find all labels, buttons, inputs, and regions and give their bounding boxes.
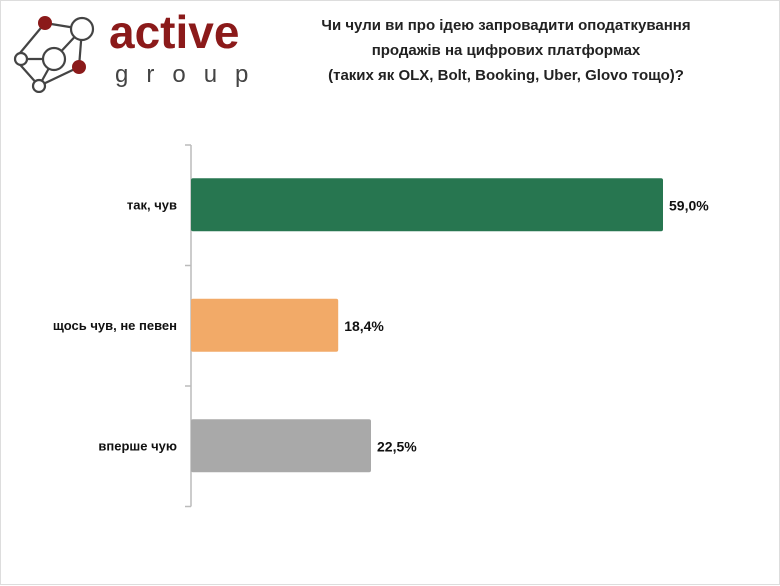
bar (191, 178, 663, 232)
logo-word-active: active (109, 6, 240, 58)
active-group-logo: active group (9, 6, 259, 94)
data-label: 18,4% (344, 318, 384, 334)
category-label: так, чув (127, 197, 177, 212)
bar (191, 298, 339, 352)
data-label: 59,0% (669, 197, 709, 213)
title-line: Чи чули ви про ідею запровадити оподатку… (321, 17, 691, 34)
network-logo-icon (13, 16, 95, 94)
data-label: 22,5% (377, 438, 417, 454)
title-line: (таких як OLX, Bolt, Booking, Uber, Glov… (328, 67, 684, 84)
category-label: щось чув, не певен (53, 318, 177, 333)
logo-word-group: group (115, 61, 267, 88)
bar (191, 419, 371, 473)
chart-title: Чи чули ви про ідею запровадити оподатку… (271, 13, 741, 88)
title-line: продажів на цифрових платформах (371, 42, 641, 59)
category-label: вперше чую (98, 438, 177, 453)
